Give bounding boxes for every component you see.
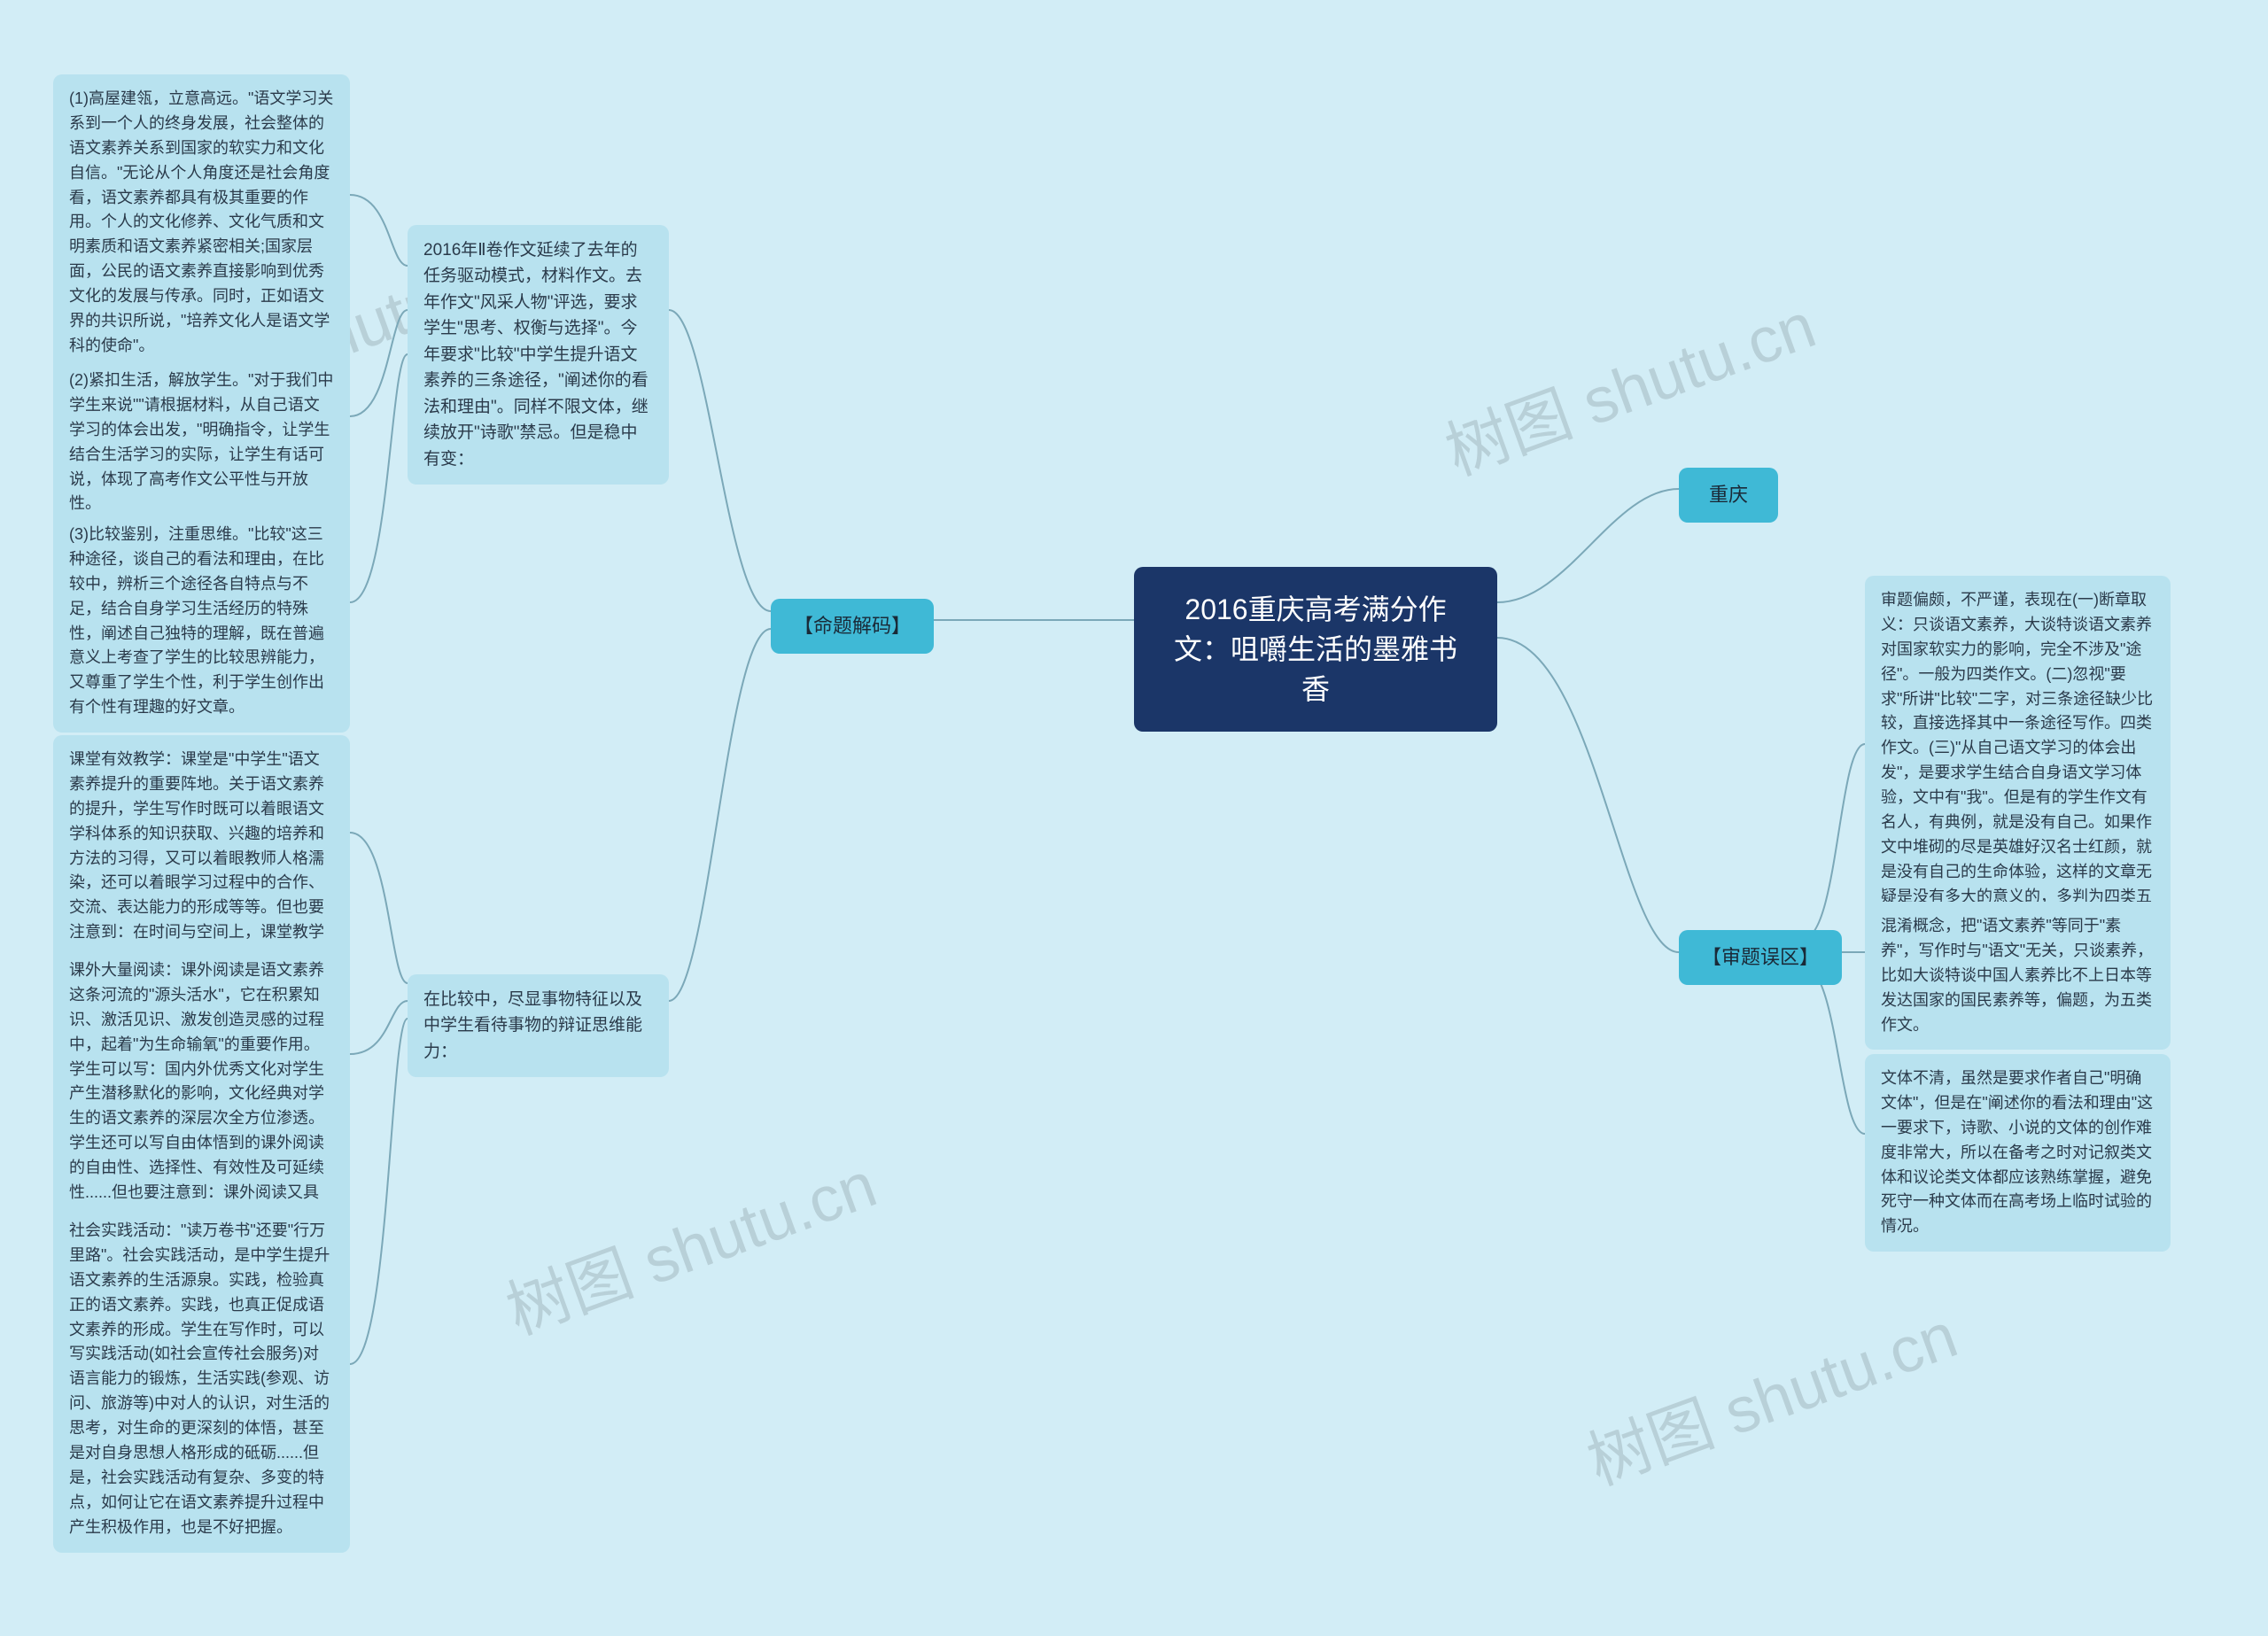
watermark: 树图 shutu.cn: [1573, 1283, 1968, 1503]
right-item-a[interactable]: 审题偏颇，不严谨，表现在(一)断章取义：只谈语文素养，大谈特谈语文素养对国家软实…: [1865, 576, 2171, 946]
watermark: 树图 shutu.cn: [1431, 274, 1826, 493]
left-group2-item-b[interactable]: 课外大量阅读：课外阅读是语文素养这条河流的"源头活水"，它在积累知识、激活见识、…: [53, 946, 350, 1243]
branch-right[interactable]: 【审题误区】: [1679, 930, 1842, 985]
right-item-c[interactable]: 文体不清，虽然是要求作者自己"明确文体"，但是在"阐述你的看法和理由"这一要求下…: [1865, 1054, 2171, 1252]
root-node[interactable]: 2016重庆高考满分作文：咀嚼生活的墨雅书香: [1134, 567, 1497, 732]
branch-left[interactable]: 【命题解码】: [771, 599, 934, 654]
left-group2-header[interactable]: 在比较中，尽显事物特征以及中学生看待事物的辩证思维能力：: [408, 974, 669, 1077]
left-group2-item-c[interactable]: 社会实践活动："读万卷书"还要"行万里路"。社会实践活动，是中学生提升语文素养的…: [53, 1206, 350, 1553]
left-group1-item-c[interactable]: (3)比较鉴别，注重思维。"比较"这三种途径，谈自己的看法和理由，在比较中，辨析…: [53, 510, 350, 733]
chongqing-node[interactable]: 重庆: [1679, 468, 1778, 523]
left-group1-item-b[interactable]: (2)紧扣生活，解放学生。"对于我们中学生来说""请根据材料，从自己语文学习的体…: [53, 356, 350, 529]
right-item-b[interactable]: 混淆概念，把"语文素养"等同于"素养"，写作时与"语文"无关，只谈素养，比如大谈…: [1865, 902, 2171, 1050]
left-group1-item-a[interactable]: (1)高屋建瓴，立意高远。"语文学习关系到一个人的终身发展，社会整体的语文素养关…: [53, 74, 350, 371]
left-group1-header[interactable]: 2016年Ⅱ卷作文延续了去年的任务驱动模式，材料作文。去年作文"风采人物"评选，…: [408, 225, 669, 485]
watermark: 树图 shutu.cn: [492, 1133, 887, 1353]
